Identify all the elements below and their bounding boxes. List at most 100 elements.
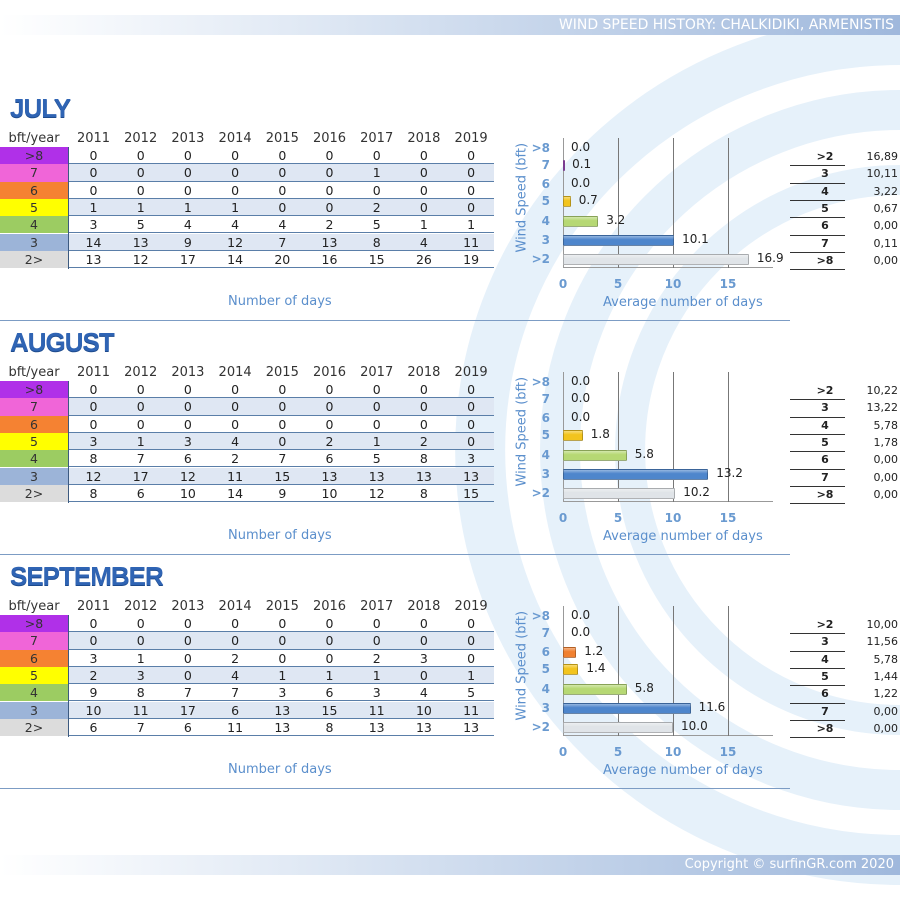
summary-divider	[790, 485, 845, 487]
table-cell: 17	[179, 702, 196, 718]
y-axis	[563, 606, 564, 736]
year-header: 2012	[124, 365, 158, 380]
x-label-number-of-days: Number of days	[228, 528, 332, 543]
gridline	[728, 138, 729, 268]
year-header: 2016	[312, 131, 347, 146]
table-cell: 2	[89, 667, 98, 683]
summary-bft: 5	[821, 669, 829, 683]
summary-value: 1,44	[873, 669, 899, 683]
y-tick-label: 3	[541, 467, 550, 481]
gridline	[618, 606, 619, 736]
bar-value-label: 10.1	[682, 232, 709, 246]
gridline	[673, 606, 674, 736]
gridline	[728, 372, 729, 502]
y-tick-label: 4	[541, 682, 550, 696]
bar-value-label: 0.7	[578, 193, 598, 207]
table-cell: 9	[183, 234, 192, 250]
y-tick-label: 7	[541, 392, 550, 406]
table-cell: 4	[278, 217, 287, 233]
table-cell: 4	[419, 685, 428, 701]
table-cell: 13	[321, 468, 338, 484]
year-header: 2017	[360, 131, 394, 146]
summary-value: 0,00	[873, 470, 899, 484]
table-row	[68, 416, 494, 433]
bar-gt2	[563, 254, 749, 265]
year-header: 2013	[171, 365, 205, 380]
summary-bft: >8	[816, 721, 834, 735]
summary-value: 10,00	[866, 618, 899, 631]
summary-divider	[790, 416, 845, 418]
summary-value: 0,00	[873, 253, 899, 267]
x-label-number-of-days: Number of days	[228, 762, 332, 777]
month-section-september: SEPTEMBER bft/year 2011 2012 2013 2014 2015 201…	[0, 561, 900, 795]
table-cell: 10	[415, 702, 432, 718]
year-header: 2015	[265, 599, 299, 614]
summary-value: 0,00	[873, 487, 899, 501]
table-cell: 13	[321, 234, 338, 250]
page-title: WIND SPEED HISTORY: CHALKIDIKI, ARMENIST…	[0, 15, 900, 35]
bft-label: 2>	[0, 718, 68, 737]
year-header: 2019	[454, 365, 488, 380]
summary-bft: 3	[821, 167, 829, 181]
summary-value: 0,11	[873, 236, 899, 250]
x-tick-label: 15	[719, 745, 737, 759]
table-cell: 2	[231, 650, 240, 666]
table-cell: 0	[183, 616, 192, 631]
table-cell: 0	[136, 382, 145, 397]
table-cell: 1	[136, 650, 145, 666]
summary-value: 0,00	[873, 453, 899, 467]
bar-value-label: 5.8	[634, 681, 654, 695]
table-row	[68, 164, 494, 182]
table-row	[68, 719, 494, 737]
table-cell: 1	[372, 433, 381, 449]
x-axis-title: Average number of days	[603, 763, 763, 778]
year-header: 2017	[360, 365, 394, 380]
table-cell: 0	[419, 633, 428, 649]
table-cell: 0	[136, 616, 145, 631]
table-cell: 20	[274, 251, 291, 267]
year-header: 2012	[124, 131, 158, 146]
table-cell: 0	[467, 416, 476, 432]
bft-label: 6	[0, 649, 68, 667]
bar-4	[563, 450, 627, 461]
bar-3	[563, 235, 675, 246]
table-cell: 11	[463, 234, 480, 250]
x-axis-title: Average number of days	[603, 295, 763, 310]
x-axis-title: Average number of days	[603, 529, 763, 544]
bft-label: 5	[0, 432, 68, 451]
summary-bft: 6	[821, 687, 829, 701]
table-cell: 0	[467, 165, 476, 181]
table-cell: 0	[89, 616, 98, 631]
table-cell: 0	[419, 416, 428, 432]
table-header-label: bft/year	[8, 131, 60, 146]
x-tick-label: 10	[664, 745, 682, 759]
summary-divider	[790, 399, 845, 401]
y-axis	[563, 372, 564, 502]
y-tick-label: 5	[541, 428, 550, 442]
x-tick-label: 0	[558, 277, 568, 291]
table-cell: 8	[419, 485, 428, 501]
table-cell: 7	[231, 685, 240, 701]
section-divider	[0, 788, 790, 789]
summary-divider	[790, 503, 845, 505]
x-tick-label: 15	[719, 277, 737, 291]
x-axis	[563, 267, 773, 268]
bft-label: 7	[0, 398, 68, 416]
year-header: 2011	[76, 131, 111, 146]
table-cell: 0	[278, 182, 287, 198]
y-tick-label: >2	[531, 252, 550, 266]
year-header: 2014	[218, 131, 252, 146]
table-cell: 13	[132, 234, 149, 250]
summary-divider	[790, 199, 845, 201]
table-cell: 12	[132, 251, 149, 267]
x-axis	[563, 735, 773, 736]
bft-label: 7	[0, 164, 68, 182]
bar-value-label: 0.0	[571, 176, 591, 190]
bar-gt2	[563, 722, 673, 733]
table-cell: 0	[325, 382, 334, 397]
y-tick-label: 3	[541, 233, 550, 247]
year-header: 2019	[454, 599, 488, 614]
table-cell: 0	[325, 399, 334, 415]
bar-value-label: 0.0	[571, 608, 591, 622]
table-cell: 3	[136, 667, 145, 683]
